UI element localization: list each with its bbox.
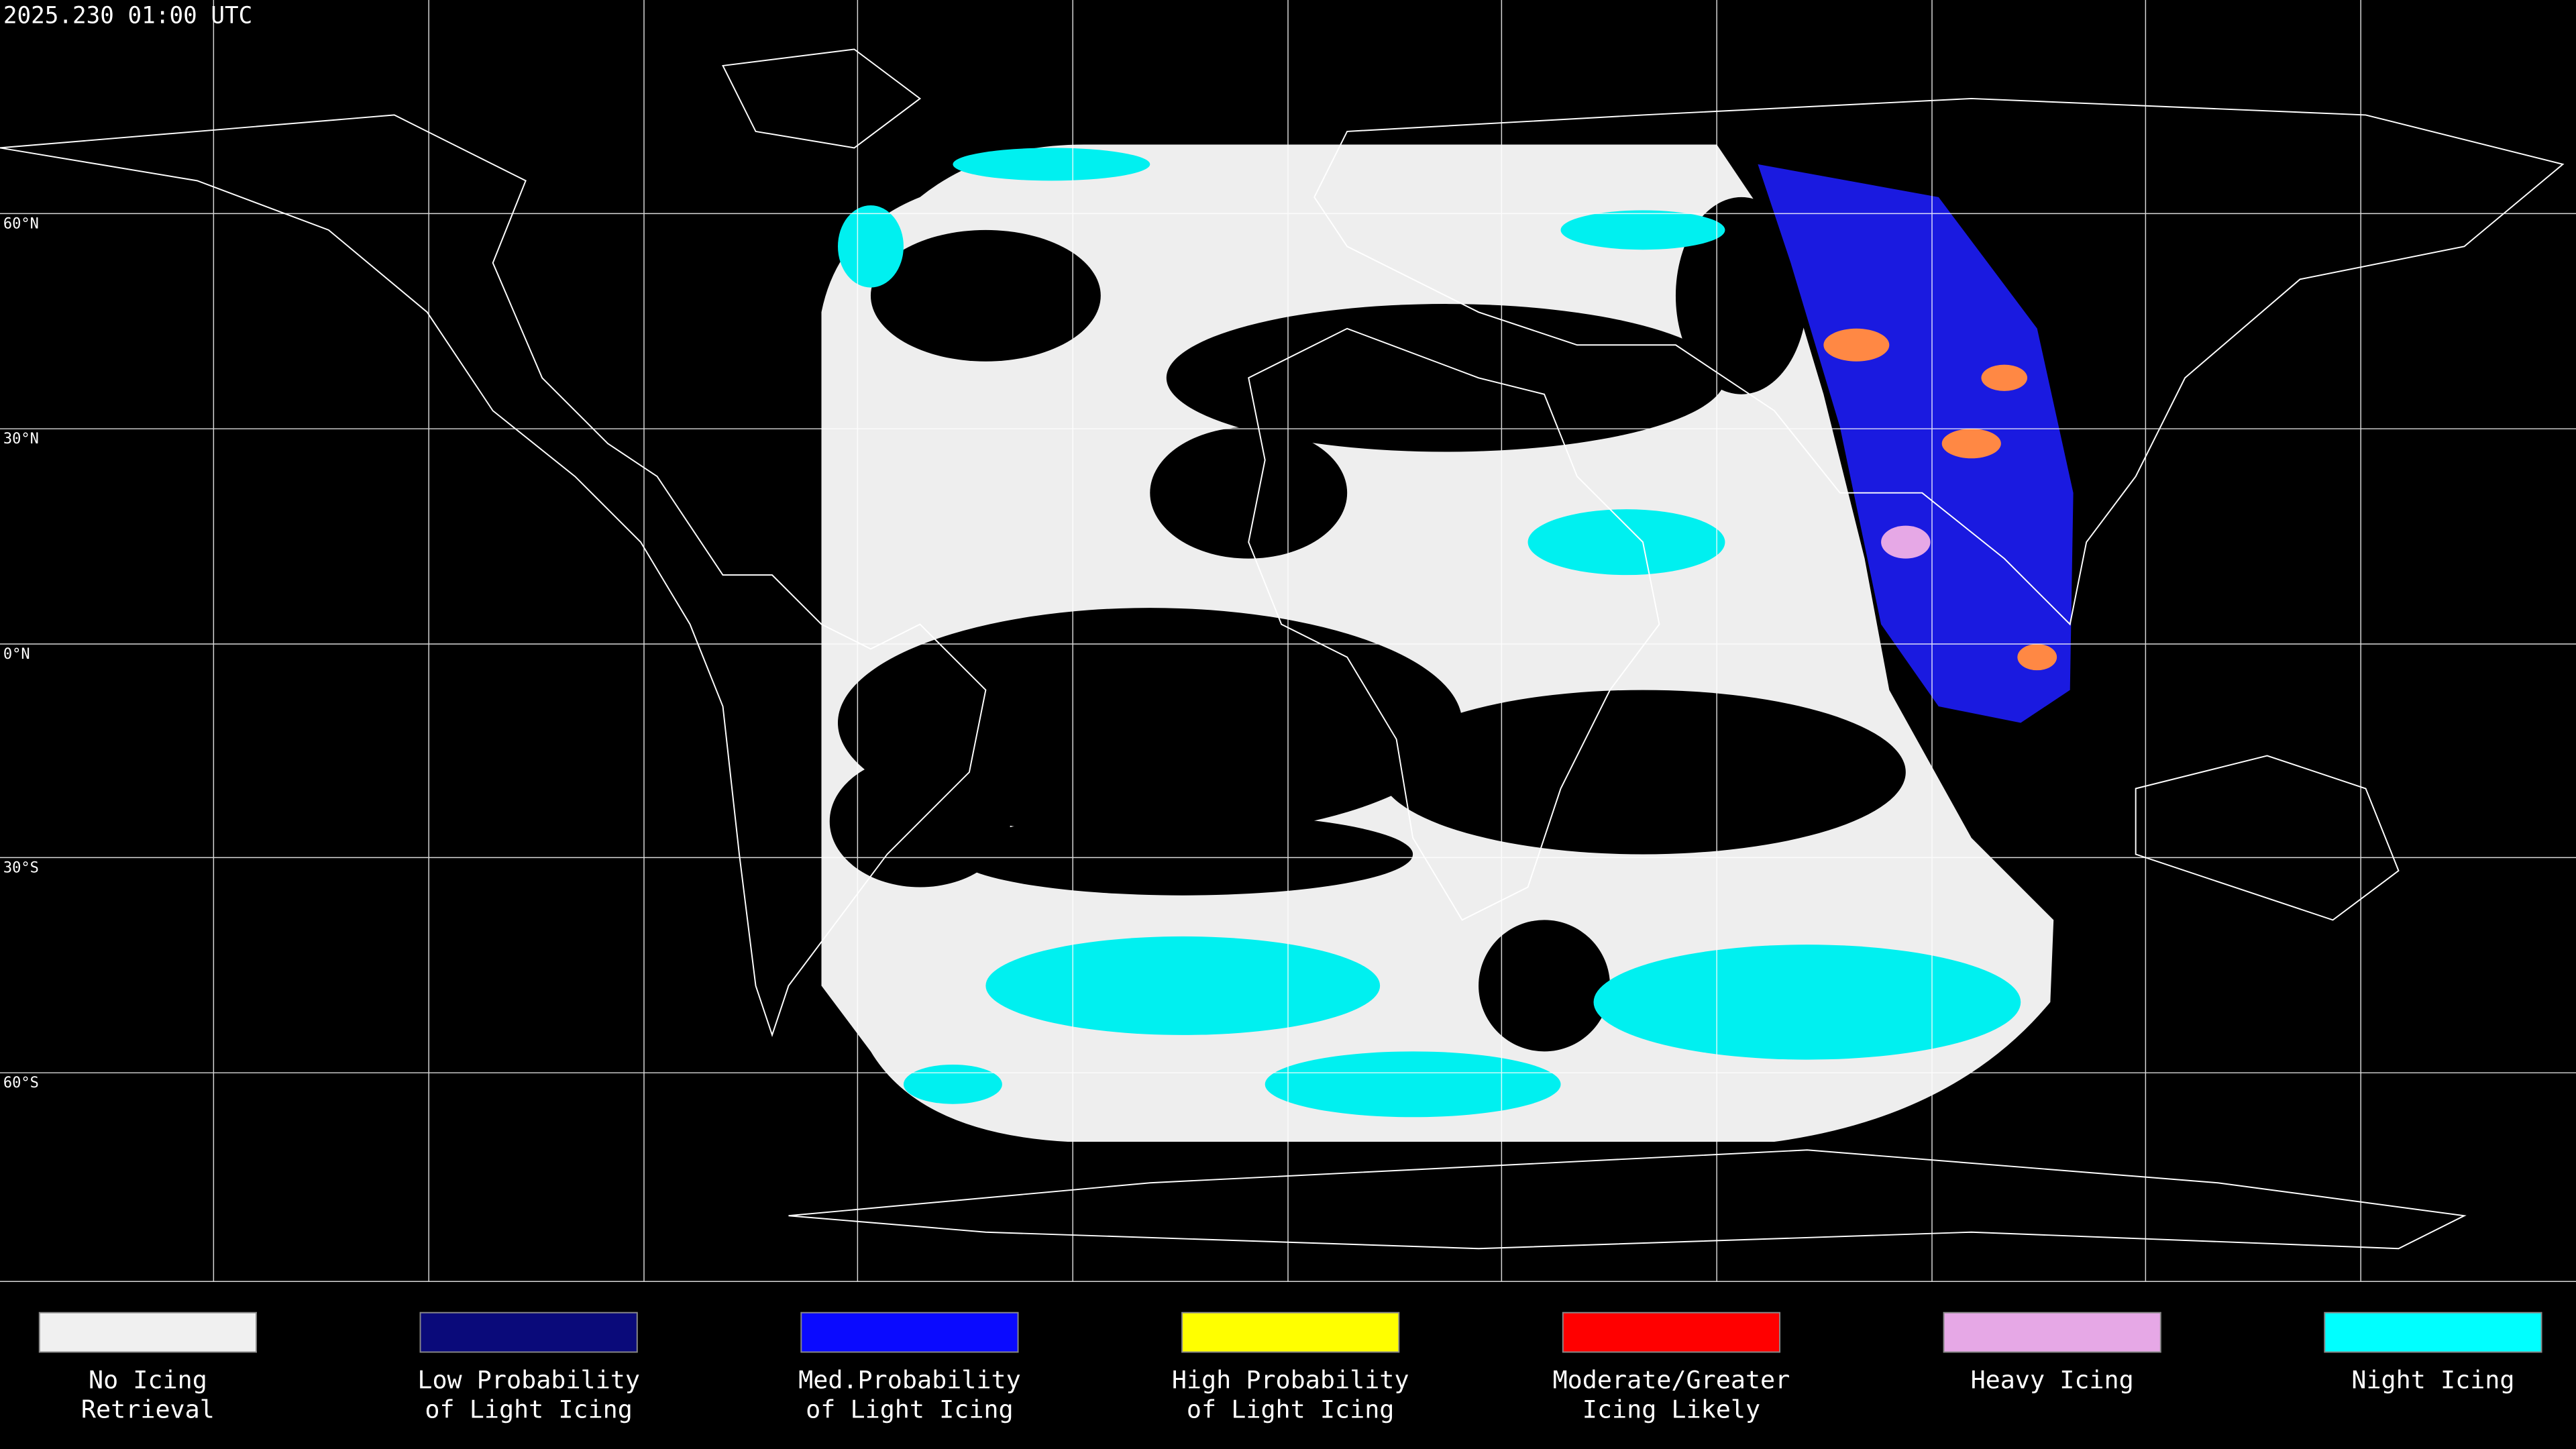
legend-swatch: [1562, 1311, 1781, 1353]
legend-swatch: [419, 1311, 638, 1353]
legend-label: Moderate/Greater: [1553, 1365, 1790, 1394]
legend-label: of Light Icing: [806, 1395, 1014, 1424]
legend-label: of Light Icing: [425, 1395, 633, 1424]
legend-label: Retrieval: [81, 1395, 215, 1424]
legend-swatch: [38, 1311, 258, 1353]
coverage: [821, 144, 2074, 1142]
legend-swatch: [1943, 1311, 2161, 1353]
legend-swatch: [800, 1311, 1019, 1353]
latitude-label: 0°N: [3, 646, 30, 663]
timestamp: 2025.230 01:00 UTC: [3, 2, 252, 29]
latitude-labels: 60°N 30°N 0°N 30°S 60°S: [3, 215, 39, 1091]
night-patches: [837, 148, 2021, 1118]
coastlines: [0, 48, 2565, 1250]
icing-spots: [1823, 328, 2057, 671]
graticule: [0, 0, 2576, 1282]
legend-label: Night Icing: [2351, 1365, 2514, 1394]
clear-patches: [829, 197, 1906, 1052]
legend-label: Icing Likely: [1582, 1395, 1760, 1424]
latitude-label: 60°N: [3, 215, 39, 232]
legend-label: No Icing: [89, 1365, 207, 1394]
legend-label: Heavy Icing: [1971, 1365, 2134, 1394]
legend-label: Low Probability: [417, 1365, 640, 1394]
latitude-label: 60°S: [3, 1075, 39, 1091]
legend-label: Med.Probability: [798, 1365, 1021, 1394]
legend-swatch: [2324, 1311, 2542, 1353]
icing-region: [1758, 164, 2074, 723]
legend-label: of Light Icing: [1187, 1395, 1395, 1424]
legend-label: High Probability: [1172, 1365, 1409, 1394]
legend-swatch: [1181, 1311, 1400, 1353]
latitude-label: 30°N: [3, 431, 39, 447]
latitude-label: 30°S: [3, 859, 39, 876]
